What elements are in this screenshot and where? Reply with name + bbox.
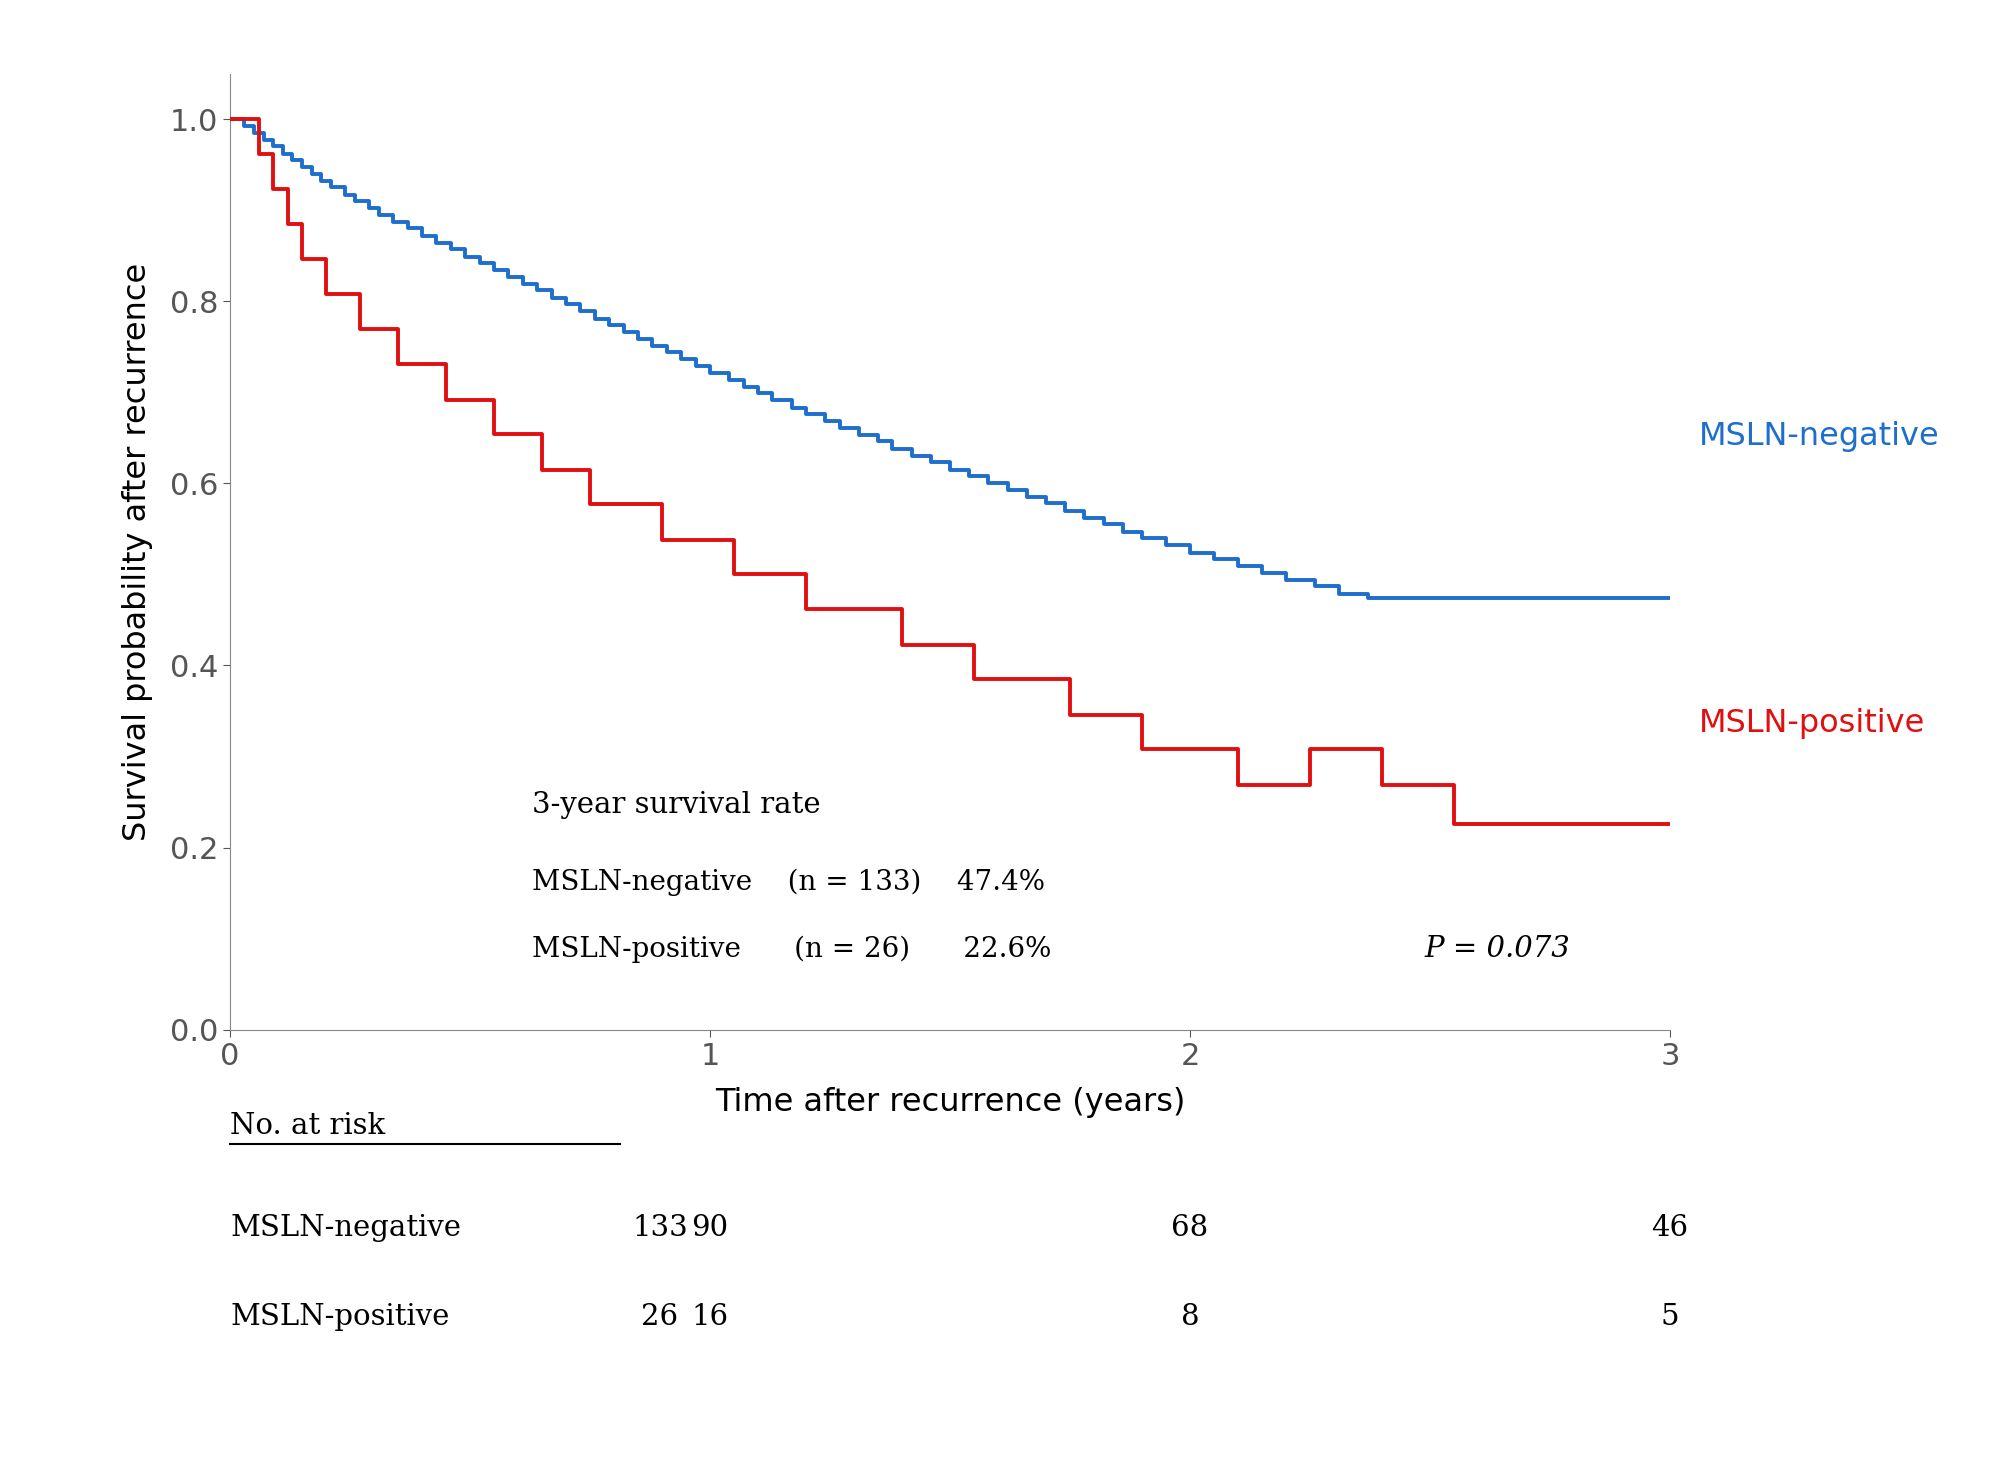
Text: 68: 68 <box>1172 1214 1208 1243</box>
Text: 8: 8 <box>1180 1302 1200 1331</box>
Text: 133: 133 <box>632 1214 688 1243</box>
Text: 46: 46 <box>1652 1214 1688 1243</box>
Text: 16: 16 <box>692 1302 728 1331</box>
Text: 5: 5 <box>1660 1302 1680 1331</box>
Text: No. at risk: No. at risk <box>230 1112 386 1140</box>
Text: MSLN-positive      (n = 26)      22.6%: MSLN-positive (n = 26) 22.6% <box>532 936 1052 964</box>
Text: MSLN-negative: MSLN-negative <box>1698 421 1940 453</box>
Text: MSLN-positive: MSLN-positive <box>1698 708 1926 740</box>
X-axis label: Time after recurrence (years): Time after recurrence (years) <box>714 1087 1186 1118</box>
Text: 3-year survival rate: 3-year survival rate <box>532 791 822 819</box>
Text: MSLN-negative    (n = 133)    47.4%: MSLN-negative (n = 133) 47.4% <box>532 868 1046 896</box>
Text: 90: 90 <box>692 1214 728 1243</box>
Text: P = 0.073: P = 0.073 <box>1424 934 1570 964</box>
Text: MSLN-negative: MSLN-negative <box>230 1214 460 1243</box>
Text: MSLN-positive: MSLN-positive <box>230 1302 450 1331</box>
Y-axis label: Survival probability after recurrence: Survival probability after recurrence <box>122 262 154 841</box>
Text: 26: 26 <box>642 1302 678 1331</box>
